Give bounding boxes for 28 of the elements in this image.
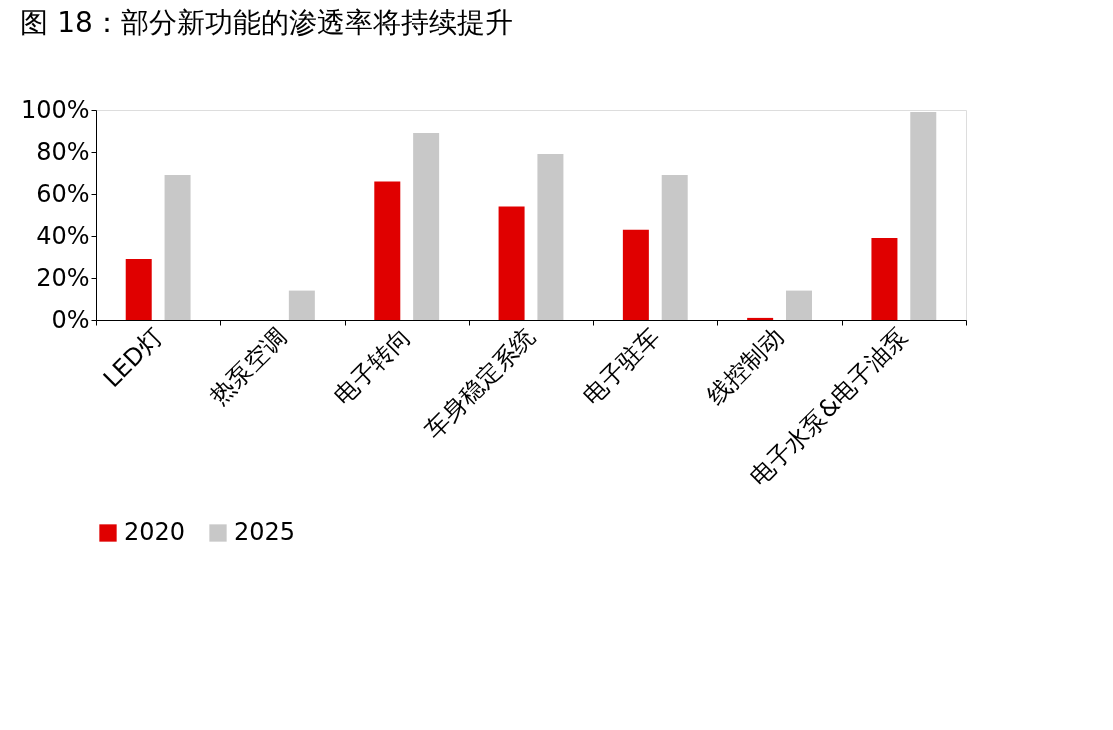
y-tick-label: 100% (20, 95, 90, 124)
legend-label: 2025 (234, 518, 296, 546)
y-tick-label: 80% (36, 137, 90, 166)
bar (871, 238, 898, 320)
bar (747, 317, 774, 320)
y-tick-label: 20% (36, 263, 90, 292)
bar (622, 229, 649, 320)
x-tick-label: 电子转向 (328, 322, 417, 411)
x-tick-label: 热泵空调 (204, 322, 293, 411)
bar (164, 175, 191, 320)
bar (498, 206, 525, 320)
y-tick-label: 60% (36, 179, 90, 208)
y-tick-label: 0% (51, 305, 90, 334)
bar (910, 112, 937, 320)
x-tick-label: 车身稳定系统 (419, 322, 541, 445)
bar (288, 290, 315, 320)
bar (413, 133, 440, 320)
bar (125, 259, 152, 320)
x-tick-label: LED灯 (97, 322, 168, 393)
x-tick-label: 电子驻车 (577, 322, 665, 411)
chart-title: 图 18：部分新功能的渗透率将持续提升 (20, 6, 513, 39)
legend-label: 2020 (124, 518, 186, 546)
bar (374, 181, 401, 320)
bar (661, 175, 688, 320)
bar (785, 290, 812, 320)
y-tick-label: 40% (36, 221, 90, 250)
bar (537, 154, 564, 320)
x-tick-label: 线控制动 (701, 322, 790, 411)
